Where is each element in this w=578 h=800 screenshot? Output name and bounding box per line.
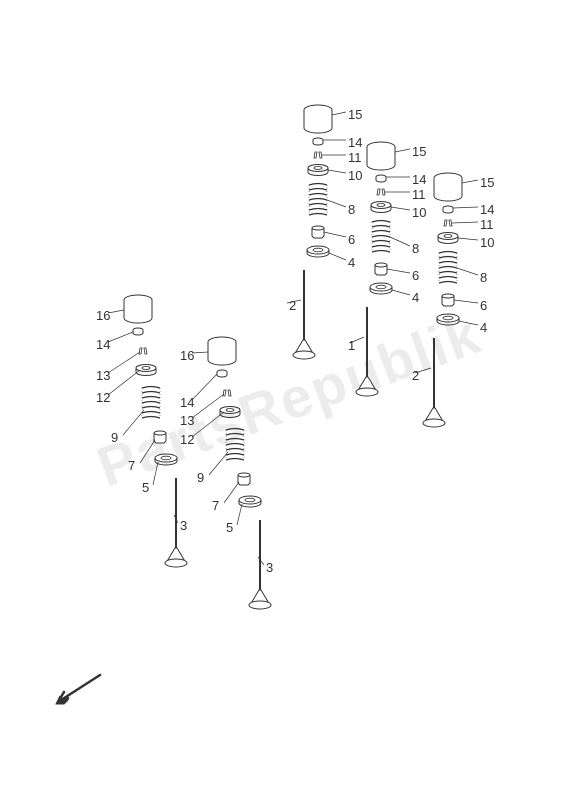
part-label-2: 2 <box>412 368 419 383</box>
part-label-14: 14 <box>480 202 494 217</box>
part-label-16: 16 <box>180 348 194 363</box>
part-label-13: 13 <box>180 413 194 428</box>
part-label-9: 9 <box>111 430 118 445</box>
part-label-1: 1 <box>348 338 355 353</box>
part-label-13: 13 <box>96 368 110 383</box>
part-label-15: 15 <box>480 175 494 190</box>
part-label-6: 6 <box>412 268 419 283</box>
part-label-11: 11 <box>412 187 426 202</box>
part-label-8: 8 <box>412 241 419 256</box>
part-label-4: 4 <box>348 255 355 270</box>
part-label-14: 14 <box>412 172 426 187</box>
direction-arrow <box>50 670 110 710</box>
part-label-7: 7 <box>128 458 135 473</box>
part-label-15: 15 <box>348 107 362 122</box>
part-label-12: 12 <box>96 390 110 405</box>
part-label-5: 5 <box>142 480 149 495</box>
part-label-12: 12 <box>180 432 194 447</box>
part-label-6: 6 <box>480 298 487 313</box>
part-label-10: 10 <box>412 205 426 220</box>
part-label-10: 10 <box>348 168 362 183</box>
part-label-7: 7 <box>212 498 219 513</box>
part-label-6: 6 <box>348 232 355 247</box>
part-label-10: 10 <box>480 235 494 250</box>
part-label-4: 4 <box>412 290 419 305</box>
part-label-11: 11 <box>480 217 494 232</box>
part-label-14: 14 <box>348 135 362 150</box>
part-label-8: 8 <box>348 202 355 217</box>
part-label-14: 14 <box>180 395 194 410</box>
part-label-9: 9 <box>197 470 204 485</box>
part-label-3: 3 <box>266 560 273 575</box>
part-label-8: 8 <box>480 270 487 285</box>
part-label-16: 16 <box>96 308 110 323</box>
part-label-3: 3 <box>180 518 187 533</box>
part-label-14: 14 <box>96 337 110 352</box>
part-label-2: 2 <box>289 298 296 313</box>
part-label-5: 5 <box>226 520 233 535</box>
part-label-15: 15 <box>412 144 426 159</box>
part-label-4: 4 <box>480 320 487 335</box>
part-label-11: 11 <box>348 150 362 165</box>
